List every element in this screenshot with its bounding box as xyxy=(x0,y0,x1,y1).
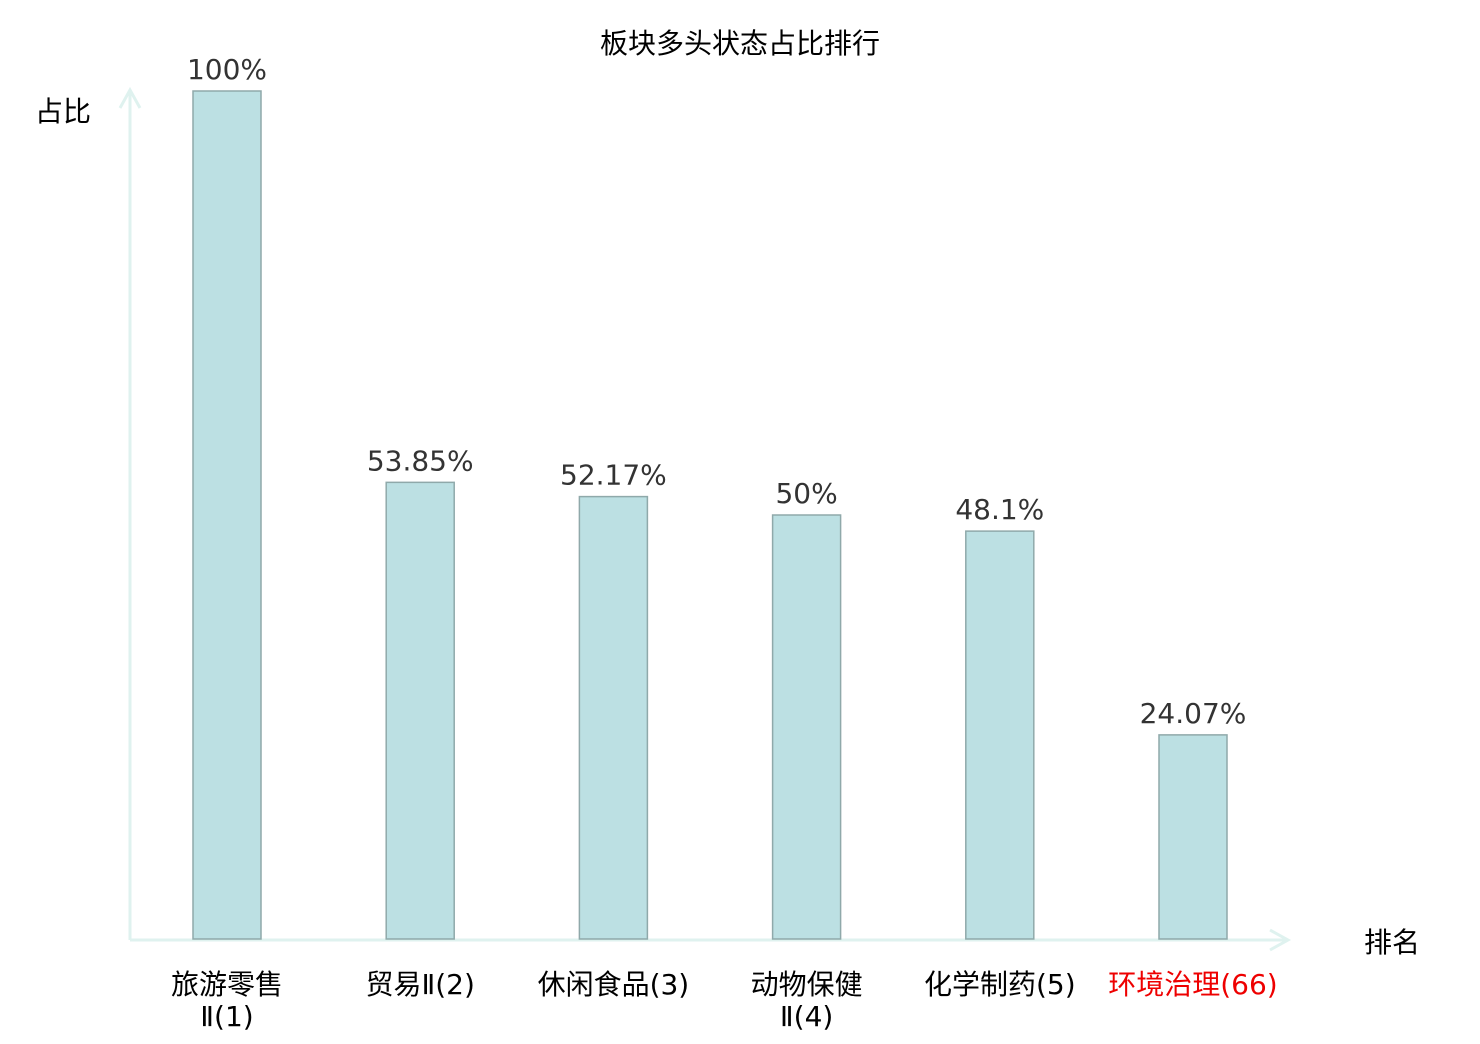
x-tick-label: 化学制药(5) xyxy=(924,968,1076,1001)
x-tick-label: 动物保健 xyxy=(751,968,863,1001)
x-tick-label: Ⅱ(1) xyxy=(200,1000,253,1033)
x-axis-arrow xyxy=(1269,928,1292,952)
data-label: 100% xyxy=(187,53,267,86)
bar xyxy=(385,481,455,940)
bar xyxy=(965,530,1035,940)
data-label: 53.85% xyxy=(367,444,474,477)
data-label: 24.07% xyxy=(1140,697,1247,730)
bar xyxy=(578,495,649,940)
y-axis-label: 占比 xyxy=(35,95,91,128)
y-axis-arrow xyxy=(118,86,142,109)
x-tick-label: 旅游零售 xyxy=(171,968,283,1001)
data-label: 50% xyxy=(775,477,837,510)
x-axis-label: 排名 xyxy=(1364,926,1420,959)
axes xyxy=(118,86,1292,952)
data-label: 52.17% xyxy=(560,459,667,492)
x-tick-label: 环境治理(66) xyxy=(1108,968,1277,1001)
x-tick-label: Ⅱ(4) xyxy=(780,1000,833,1033)
chart-title: 板块多头状态占比排行 xyxy=(600,27,880,60)
data-label: 48.1% xyxy=(955,493,1044,526)
bar xyxy=(1158,734,1228,940)
bar xyxy=(192,90,262,940)
bar xyxy=(771,514,842,940)
x-tick-label: 休闲食品(3) xyxy=(538,968,690,1001)
x-tick-label: 贸易Ⅱ(2) xyxy=(365,968,474,1001)
